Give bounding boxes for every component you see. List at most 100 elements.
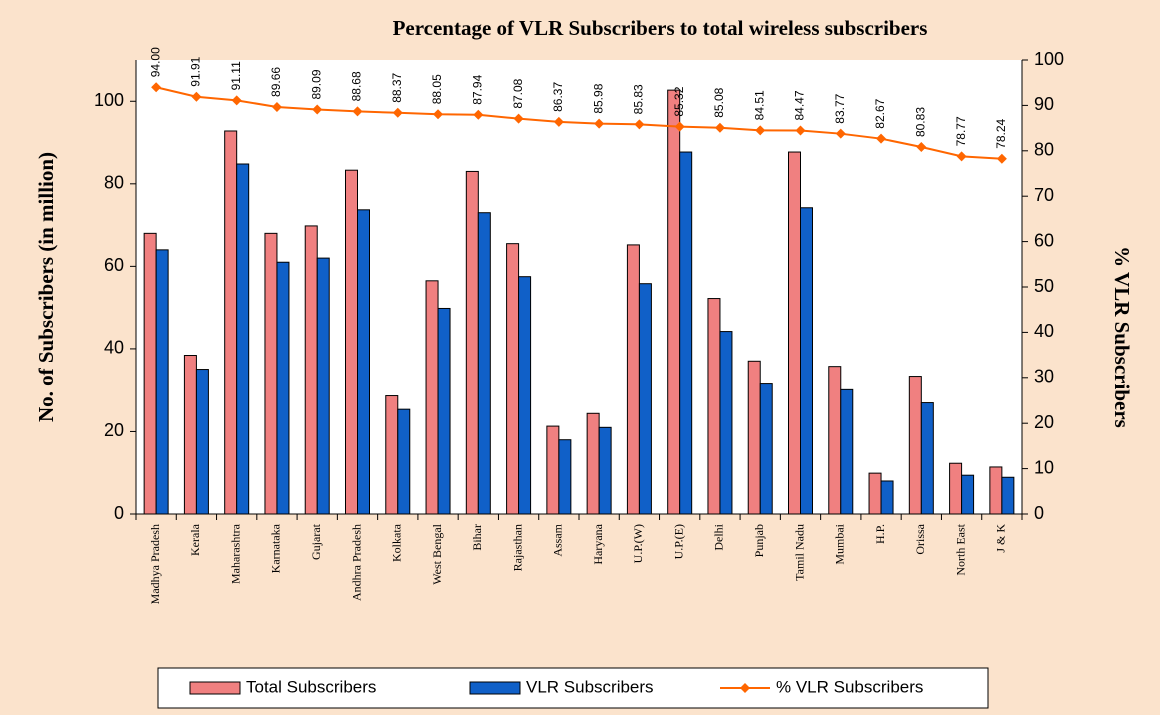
bar <box>437 307 451 515</box>
bar <box>949 462 963 515</box>
bar <box>840 388 854 515</box>
marker <box>714 122 725 133</box>
bar <box>195 369 209 515</box>
bar <box>747 360 761 515</box>
marker <box>473 109 484 120</box>
x-tick-label: Orissa <box>913 523 927 554</box>
data-label: 88.37 <box>390 72 404 102</box>
y2-tick-label: 80 <box>1034 140 1054 160</box>
bar <box>638 283 652 515</box>
legend-label: Total Subscribers <box>246 677 376 696</box>
marker <box>271 101 282 112</box>
bar <box>719 331 733 515</box>
bar <box>506 243 520 515</box>
data-label: 84.47 <box>793 90 807 120</box>
bar <box>667 89 681 515</box>
y2-tick-label: 50 <box>1034 276 1054 296</box>
data-label: 78.24 <box>994 118 1008 148</box>
y2-tick-label: 90 <box>1034 94 1054 114</box>
bar <box>626 244 640 515</box>
legend-swatch <box>469 681 521 695</box>
bar <box>679 151 693 515</box>
bar <box>788 151 801 515</box>
data-label: 85.32 <box>672 86 686 116</box>
data-label: 94.00 <box>148 47 162 77</box>
y-axis-label: No. of Subscribers (in million) <box>34 152 58 422</box>
x-tick-label: H.P. <box>873 524 887 544</box>
marker <box>312 104 323 115</box>
y-tick-label: 20 <box>104 420 124 440</box>
x-tick-label: Delhi <box>712 523 726 550</box>
bar <box>357 209 370 515</box>
x-tick-label: Andhra Pradesh <box>349 524 363 601</box>
data-label: 87.08 <box>511 78 525 108</box>
x-tick-label: Kolkata <box>390 523 404 562</box>
data-label: 80.83 <box>913 107 927 137</box>
bar <box>586 412 600 515</box>
x-tick-label: Mumbai <box>833 523 847 564</box>
chart-title: Percentage of VLR Subscribers to total w… <box>393 16 928 40</box>
marker <box>876 133 887 144</box>
y-tick-label: 80 <box>104 173 124 193</box>
marker <box>835 128 846 139</box>
data-label: 84.51 <box>752 90 766 120</box>
marker <box>553 116 564 127</box>
bar <box>920 402 934 515</box>
x-tick-label: Punjab <box>752 524 766 557</box>
y-tick-label: 100 <box>94 90 124 110</box>
data-label: 91.91 <box>189 56 203 86</box>
bar <box>759 383 773 515</box>
data-label: 78.77 <box>954 116 968 146</box>
bar <box>800 207 813 515</box>
y2-tick-label: 40 <box>1034 321 1054 341</box>
bar <box>477 212 491 515</box>
data-label: 88.68 <box>350 71 364 101</box>
bar <box>868 472 882 515</box>
bar <box>236 163 250 515</box>
x-tick-label: J & K <box>994 524 1008 553</box>
marker <box>634 119 645 130</box>
marker <box>674 121 685 132</box>
x-tick-label: Kerala <box>188 523 202 556</box>
bar <box>183 355 197 515</box>
bar <box>880 480 894 515</box>
marker <box>151 82 162 93</box>
x-tick-label: U.P.(W) <box>631 524 645 563</box>
x-tick-label: Tamil Nadu <box>792 524 806 581</box>
bar <box>345 169 358 515</box>
bar <box>1001 476 1015 515</box>
y-tick-label: 40 <box>104 338 124 358</box>
data-label: 91.11 <box>229 61 243 90</box>
marker <box>755 125 766 136</box>
y2-tick-label: 30 <box>1034 367 1054 387</box>
marker <box>352 106 363 117</box>
bar <box>304 225 318 515</box>
bar <box>598 426 612 515</box>
marker <box>795 125 806 136</box>
y2-tick-label: 0 <box>1034 503 1044 523</box>
bar <box>397 408 411 515</box>
bar <box>465 170 479 515</box>
data-label: 88.05 <box>430 74 444 104</box>
marker <box>513 113 524 124</box>
bar <box>707 298 721 515</box>
x-tick-label: Rajasthan <box>510 524 524 571</box>
y2-tick-label: 100 <box>1034 49 1064 69</box>
marker <box>231 95 242 106</box>
line <box>155 86 1002 160</box>
legend-label: VLR Subscribers <box>526 677 654 696</box>
data-label: 89.09 <box>309 69 323 99</box>
bar <box>908 376 922 515</box>
x-tick-label: North East <box>953 523 967 575</box>
legend-label: % VLR Subscribers <box>776 677 923 696</box>
data-label: 89.66 <box>269 67 283 97</box>
bar <box>143 232 157 515</box>
x-tick-label: Assam <box>551 523 565 556</box>
bar <box>224 130 238 515</box>
marker <box>392 107 403 118</box>
x-tick-label: Gujarat <box>309 523 323 560</box>
bar <box>961 474 975 515</box>
marker <box>996 153 1007 164</box>
x-tick-label: U.P.(E) <box>671 524 685 559</box>
legend <box>157 667 989 709</box>
